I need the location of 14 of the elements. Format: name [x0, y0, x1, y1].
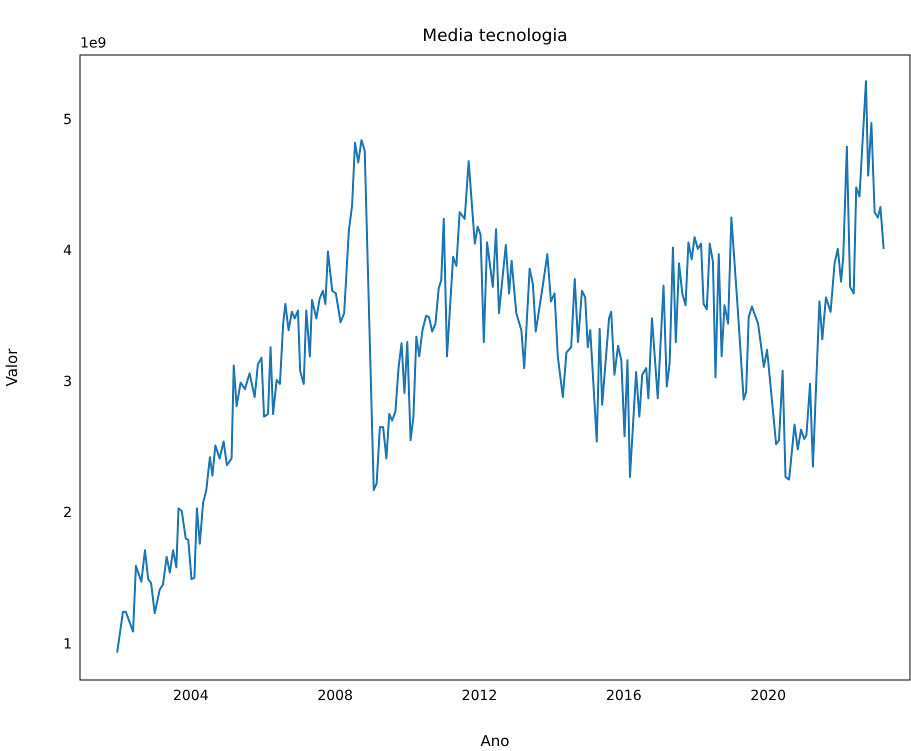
y-tick-label: 1: [63, 636, 72, 652]
x-axis-title: Ano: [480, 732, 510, 750]
text: 1e9: [80, 36, 106, 52]
x-tick-label: 2008: [317, 688, 353, 704]
x-tick-label: 2012: [462, 688, 498, 704]
chart-title: Media tecnologia: [422, 26, 568, 46]
y-tick-label: 2: [63, 505, 72, 522]
y-tick-label: 4: [63, 243, 72, 260]
x-tick-label: 2020: [750, 688, 786, 704]
x-tick-label: 2016: [606, 688, 642, 704]
x-tick-label: 2004: [172, 688, 209, 704]
y-axis-title: Valor: [2, 348, 21, 386]
y-tick-label: 3: [63, 374, 72, 390]
y-tick-label: 5: [63, 112, 72, 128]
